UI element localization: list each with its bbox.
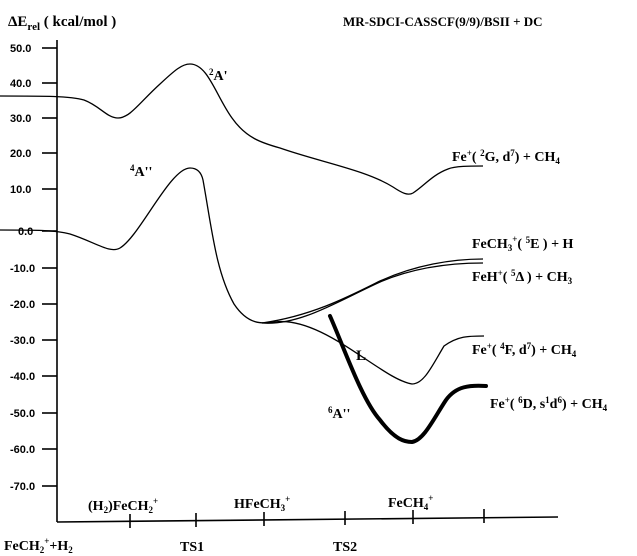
y-tick-label: 20.0 [10, 148, 31, 160]
y-tick-label: 40.0 [10, 78, 31, 90]
asymptote-fe-4F: Fe+( 4F, d7) + CH4 [472, 341, 577, 359]
curve-branch-feh [261, 262, 484, 324]
y-tick-labels: 50.0 40.0 30.0 20.0 10.0 0.0 -10.0 -20.0… [10, 43, 35, 493]
y-tick-label: 10.0 [10, 184, 31, 196]
x-label-ts1: TS1 [180, 540, 204, 555]
asymptote-fe-2G: Fe+( 2G, d7) + CH4 [452, 148, 560, 166]
y-tick-label: -10.0 [10, 263, 35, 275]
y-tick-label: -50.0 [10, 408, 35, 420]
crossing-label: L [356, 348, 366, 364]
y-tick-label: 30.0 [10, 113, 31, 125]
curve-2A-prime [0, 63, 484, 195]
x-axis-line [56, 516, 559, 523]
y-tick-label: -20.0 [10, 299, 35, 311]
x-label-fech4: FeCH4+ [388, 493, 433, 512]
method-title: MR-SDCI-CASSCF(9/9)/BSII + DC [343, 14, 543, 29]
x-label-ts2: TS2 [333, 540, 357, 555]
state-label-2A: 2A' [209, 67, 228, 84]
y-tick-label: -30.0 [10, 335, 35, 347]
asymptote-fe-6D: Fe+( 6D, s1d6) + CH4 [490, 395, 608, 413]
x-ticks [129, 509, 485, 528]
curve-4A-double-prime [0, 167, 485, 385]
y-tick-label: -60.0 [10, 444, 35, 456]
x-label-reactants: FeCH2++H2 [4, 536, 73, 555]
state-label-6A: 6A'' [328, 405, 350, 422]
y-ticks [42, 47, 57, 487]
curve-6A-double-prime [328, 314, 488, 445]
asymptote-feh: FeH+( 5Δ ) + CH3 [472, 268, 573, 286]
x-label-hfech3: HFeCH3+ [234, 494, 290, 513]
y-tick-label: -70.0 [10, 481, 35, 493]
y-tick-label: -40.0 [10, 371, 35, 383]
curve-branch-fech3 [261, 258, 484, 324]
y-tick-label: 0.0 [18, 226, 33, 238]
x-label-h2-fech2: (H2)FeCH2+ [88, 496, 158, 515]
y-axis-label: ΔErel ( kcal/mol ) [8, 14, 116, 33]
y-tick-label: 50.0 [10, 43, 31, 55]
state-label-4A: 4A'' [130, 163, 152, 180]
asymptote-fech3: FeCH3+( 5E ) + H [472, 234, 574, 253]
